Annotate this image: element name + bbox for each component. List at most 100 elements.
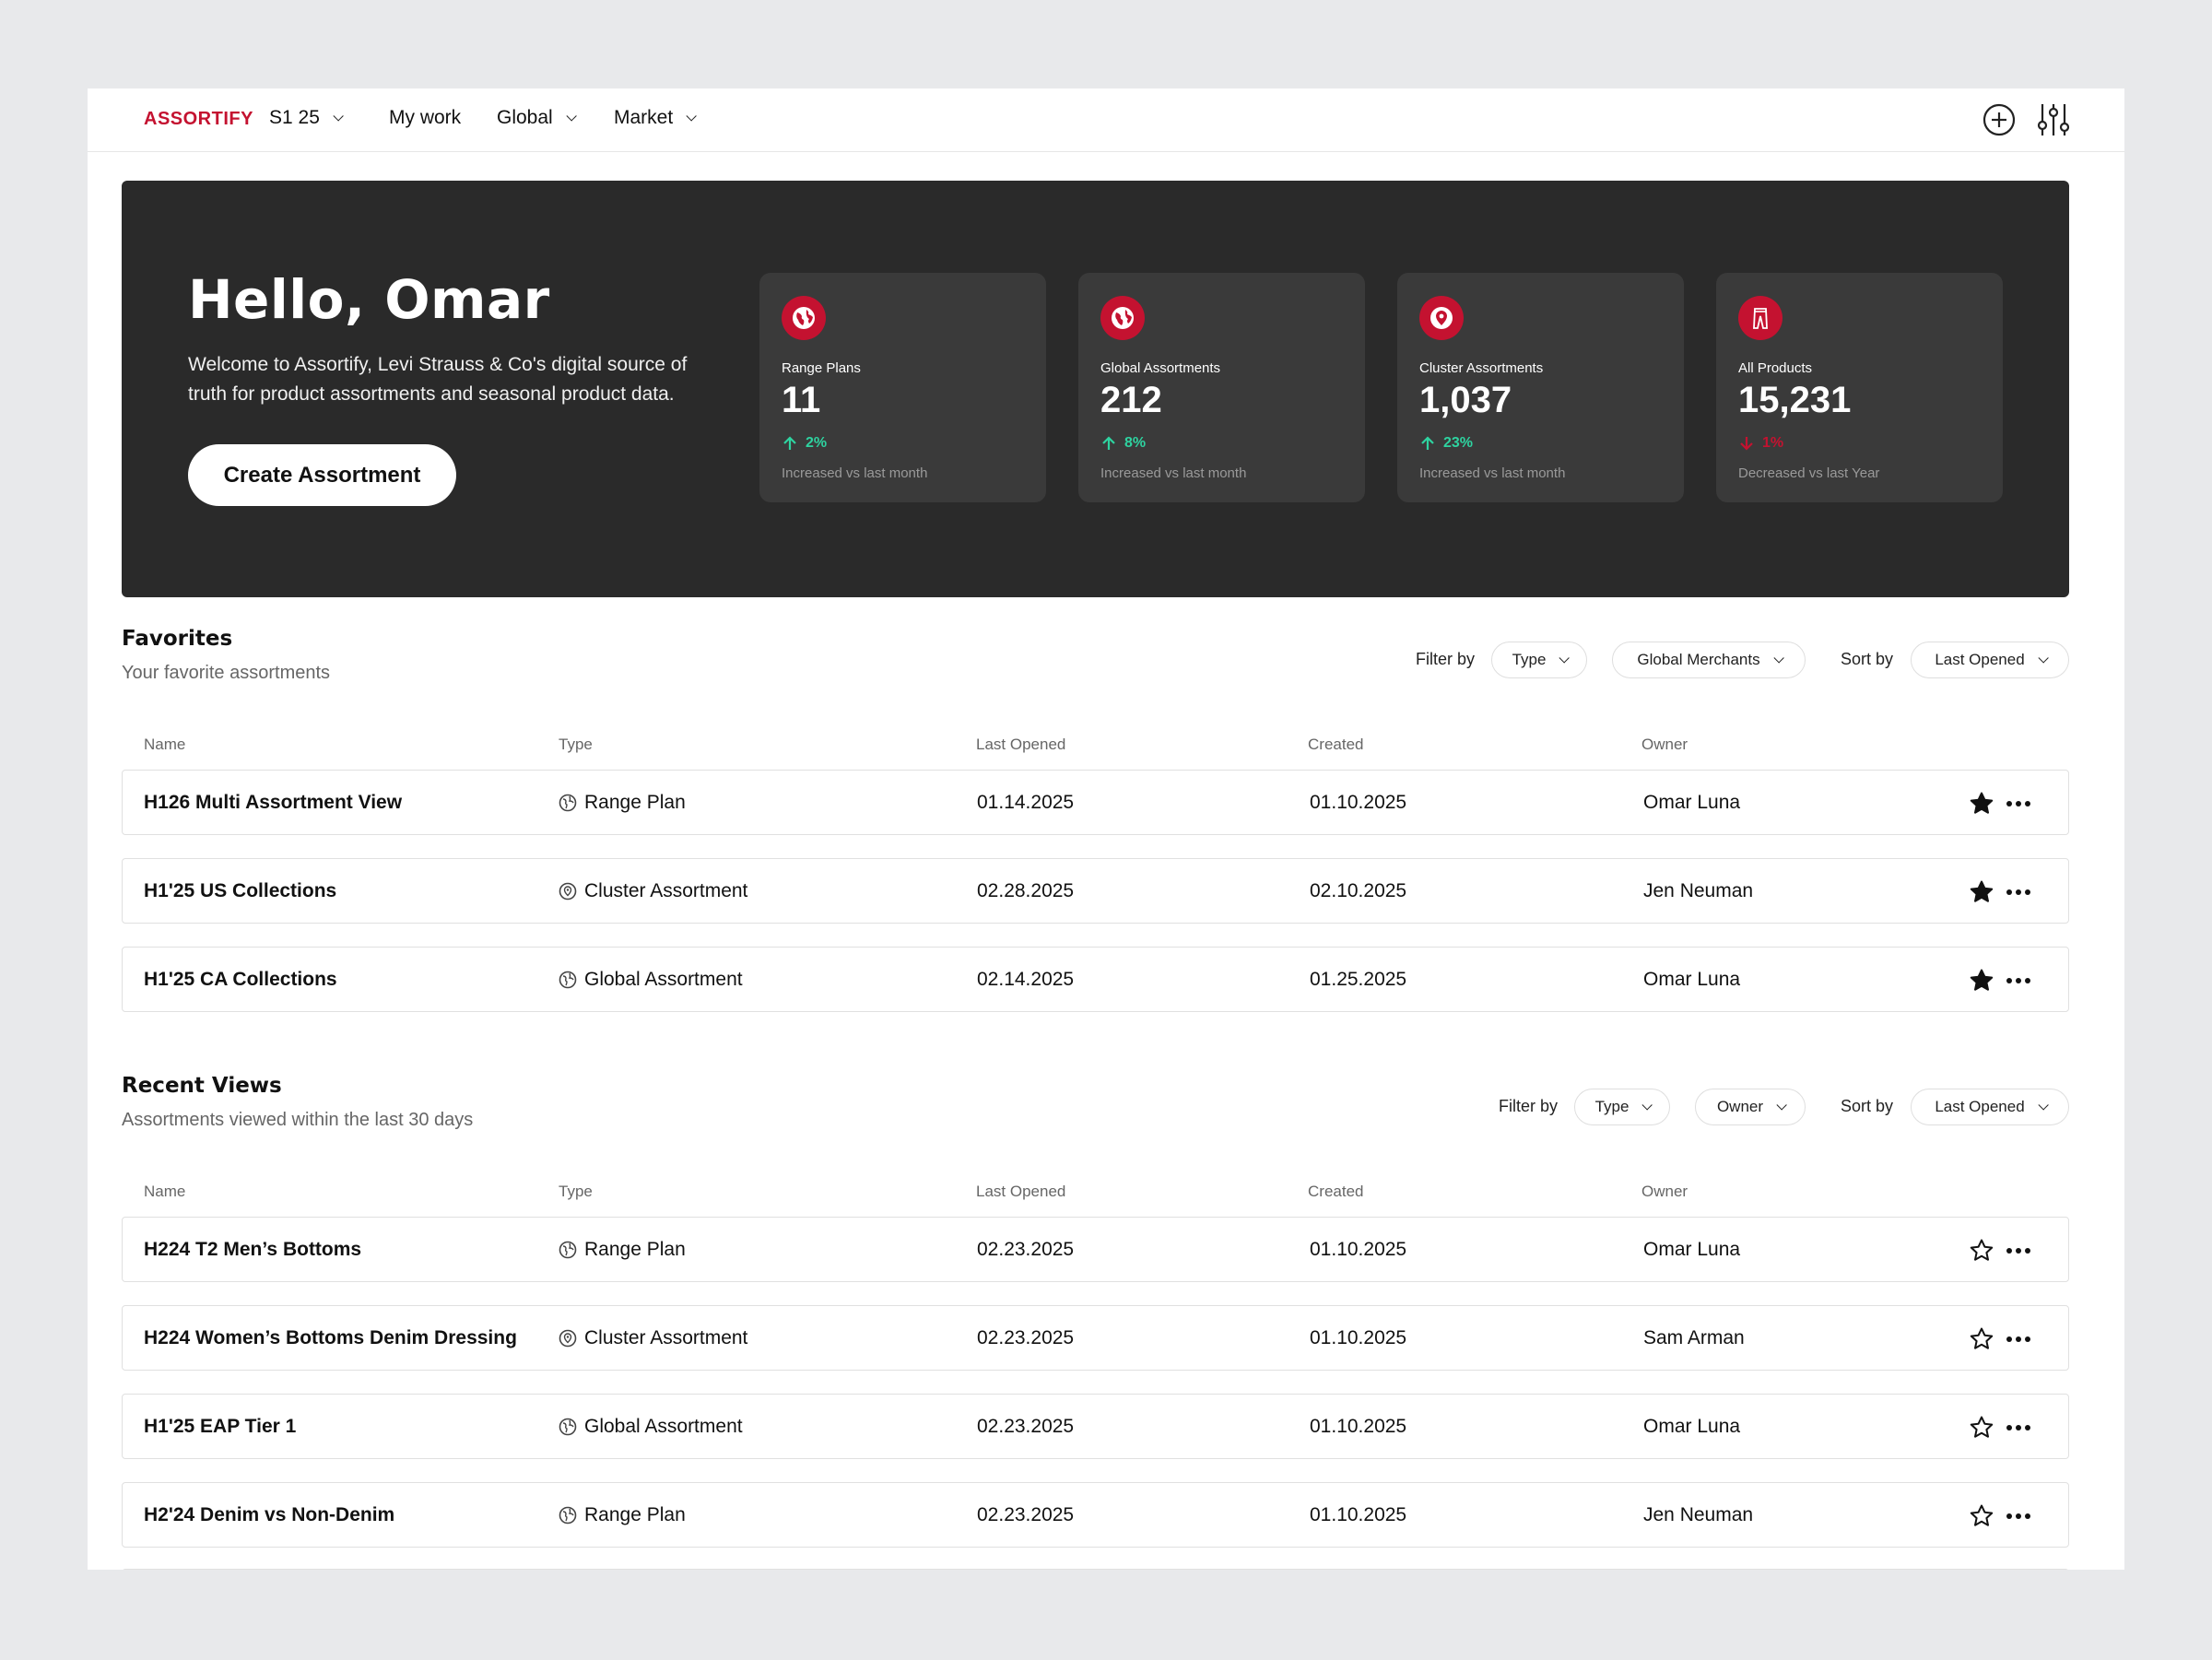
table-row[interactable]: H224 T2 Men’s Bottoms Range Plan 02.23.202… — [122, 1217, 2069, 1282]
assortment-type: Global Assortment — [559, 969, 743, 991]
more-options-icon[interactable] — [2006, 975, 2034, 986]
created-date: 01.10.2025 — [1310, 792, 1407, 813]
arrow-up-icon — [783, 436, 796, 450]
column-header-name[interactable]: Name — [144, 736, 186, 753]
plus-circle-icon — [1983, 103, 2016, 136]
star-outline-icon[interactable] — [1969, 1415, 1994, 1441]
sliders-icon — [2037, 104, 2070, 135]
column-header-created[interactable]: Created — [1308, 1183, 1364, 1200]
globe-icon — [559, 1241, 577, 1259]
season-selector[interactable]: S1 25 — [269, 107, 344, 129]
assortment-type: Range Plan — [559, 1239, 686, 1261]
create-assortment-button[interactable]: Create Assortment — [188, 444, 456, 506]
star-outline-icon[interactable] — [1969, 1503, 1994, 1529]
star-filled-icon[interactable] — [1969, 879, 1994, 905]
created-date: 01.10.2025 — [1310, 1327, 1407, 1348]
assortment-type-label: Global Assortment — [584, 1416, 743, 1437]
nav-global-label: Global — [497, 107, 553, 128]
star-outline-icon[interactable] — [1969, 1238, 1994, 1264]
table-row[interactable]: H2'24 Denim vs Non-Denim Range Plan 02.23.… — [122, 1482, 2069, 1548]
app-window: ASSORTIFY S1 25 My work Global Market — [88, 88, 2124, 1570]
stat-note: Increased vs last month — [1419, 465, 1566, 481]
chevron-down-icon — [1773, 653, 1784, 664]
assortment-type: Global Assortment — [559, 1416, 743, 1438]
settings-button[interactable] — [2035, 101, 2072, 138]
assortment-type-label: Range Plan — [584, 1239, 686, 1260]
stat-value: 15,231 — [1738, 380, 1852, 420]
star-filled-icon[interactable] — [1969, 968, 1994, 994]
stat-label: Cluster Assortments — [1419, 360, 1544, 376]
hero-description: Welcome to Assortify, Levi Strauss & Co'… — [188, 354, 688, 405]
nav-market-label: Market — [614, 107, 674, 128]
stat-card-cluster-assortments[interactable]: Cluster Assortments 1,037 23% Increased … — [1397, 273, 1684, 502]
more-options-icon[interactable] — [2006, 1511, 2034, 1522]
type-filter-dropdown[interactable]: Type — [1491, 642, 1587, 678]
table-row[interactable]: H1'25 EAP Tier 1 Global Assortment 02.23.2… — [122, 1394, 2069, 1459]
owner-name: Omar Luna — [1643, 1416, 1741, 1437]
table-row[interactable]: H1'25 US Collections Cluster Assortment 02… — [122, 858, 2069, 924]
column-header-owner[interactable]: Owner — [1641, 736, 1688, 753]
top-nav: ASSORTIFY S1 25 My work Global Market — [88, 88, 2124, 152]
arrow-down-icon — [1740, 437, 1753, 451]
assortment-name[interactable]: H1'25 CA Collections — [144, 969, 337, 990]
table-row[interactable] — [122, 1569, 2069, 1570]
favorites-title: Favorites — [122, 627, 233, 651]
merchants-filter-dropdown[interactable]: Global Merchants — [1612, 642, 1806, 678]
recent-views-subtitle: Assortments viewed within the last 30 da… — [122, 1110, 474, 1130]
more-options-icon[interactable] — [2006, 798, 2034, 809]
owner-filter-dropdown[interactable]: Owner — [1695, 1089, 1806, 1125]
globe-icon — [559, 1418, 577, 1436]
stat-change: 1% — [1738, 435, 1783, 452]
assortment-name[interactable]: H224 T2 Men’s Bottoms — [144, 1239, 362, 1260]
assortment-name[interactable]: H126 Multi Assortment View — [144, 792, 403, 813]
assortment-type: Cluster Assortment — [559, 880, 747, 902]
column-header-owner[interactable]: Owner — [1641, 1183, 1688, 1200]
more-options-icon[interactable] — [2006, 1245, 2034, 1256]
pill-label: Last Opened — [1935, 651, 2025, 668]
type-filter-dropdown[interactable]: Type — [1574, 1089, 1670, 1125]
nav-my-work[interactable]: My work — [389, 107, 461, 129]
created-date: 01.10.2025 — [1310, 1239, 1407, 1260]
table-row[interactable]: H224 Women’s Bottoms Denim Dressing Clust… — [122, 1305, 2069, 1371]
add-button[interactable] — [1981, 101, 2018, 138]
chevron-down-icon — [1641, 1100, 1653, 1111]
nav-my-work-label: My work — [389, 107, 462, 128]
star-outline-icon[interactable] — [1969, 1326, 1994, 1352]
last-opened-date: 02.23.2025 — [977, 1504, 1075, 1525]
logo[interactable]: ASSORTIFY — [144, 109, 253, 129]
nav-global[interactable]: Global — [497, 107, 577, 129]
assortment-name[interactable]: H224 Women’s Bottoms Denim Dressing — [144, 1327, 517, 1348]
column-header-type[interactable]: Type — [559, 736, 593, 753]
recent-views-title: Recent Views — [122, 1074, 282, 1098]
sort-dropdown[interactable]: Last Opened — [1911, 642, 2069, 678]
more-options-icon[interactable] — [2006, 887, 2034, 898]
star-filled-icon[interactable] — [1969, 791, 1994, 817]
created-date: 01.10.2025 — [1310, 1504, 1407, 1525]
assortment-name[interactable]: H1'25 EAP Tier 1 — [144, 1416, 297, 1437]
assortment-name[interactable]: H1'25 US Collections — [144, 880, 337, 901]
column-header-last-opened[interactable]: Last Opened — [976, 736, 1066, 753]
last-opened-date: 02.14.2025 — [977, 969, 1075, 990]
assortment-type-label: Cluster Assortment — [584, 1327, 748, 1348]
sort-dropdown[interactable]: Last Opened — [1911, 1089, 2069, 1125]
stat-card-all-products[interactable]: All Products 15,231 1% Decreased vs last… — [1716, 273, 2003, 502]
more-options-icon[interactable] — [2006, 1422, 2034, 1433]
table-row[interactable]: H1'25 CA Collections Global Assortment 02.… — [122, 947, 2069, 1012]
nav-market[interactable]: Market — [614, 107, 697, 129]
column-header-name[interactable]: Name — [144, 1183, 186, 1200]
pill-label: Owner — [1716, 1098, 1764, 1115]
favorites-subtitle: Your favorite assortments — [122, 663, 331, 683]
globe-icon — [559, 971, 577, 989]
globe-icon — [1100, 296, 1145, 340]
stat-card-range-plans[interactable]: Range Plans 11 2% Increased vs last mont… — [759, 273, 1046, 502]
column-header-last-opened[interactable]: Last Opened — [976, 1183, 1066, 1200]
more-options-icon[interactable] — [2006, 1334, 2034, 1345]
column-header-type[interactable]: Type — [559, 1183, 593, 1200]
column-header-created[interactable]: Created — [1308, 736, 1364, 753]
table-row[interactable]: H126 Multi Assortment View Range Plan 01.1… — [122, 770, 2069, 835]
assortment-name[interactable]: H2'24 Denim vs Non-Denim — [144, 1504, 395, 1525]
assortment-type: Cluster Assortment — [559, 1327, 747, 1349]
stat-card-global-assortments[interactable]: Global Assortments 212 8% Increased vs l… — [1078, 273, 1365, 502]
stat-change: 23% — [1419, 435, 1473, 452]
greeting: Hello, Omar — [188, 268, 550, 331]
